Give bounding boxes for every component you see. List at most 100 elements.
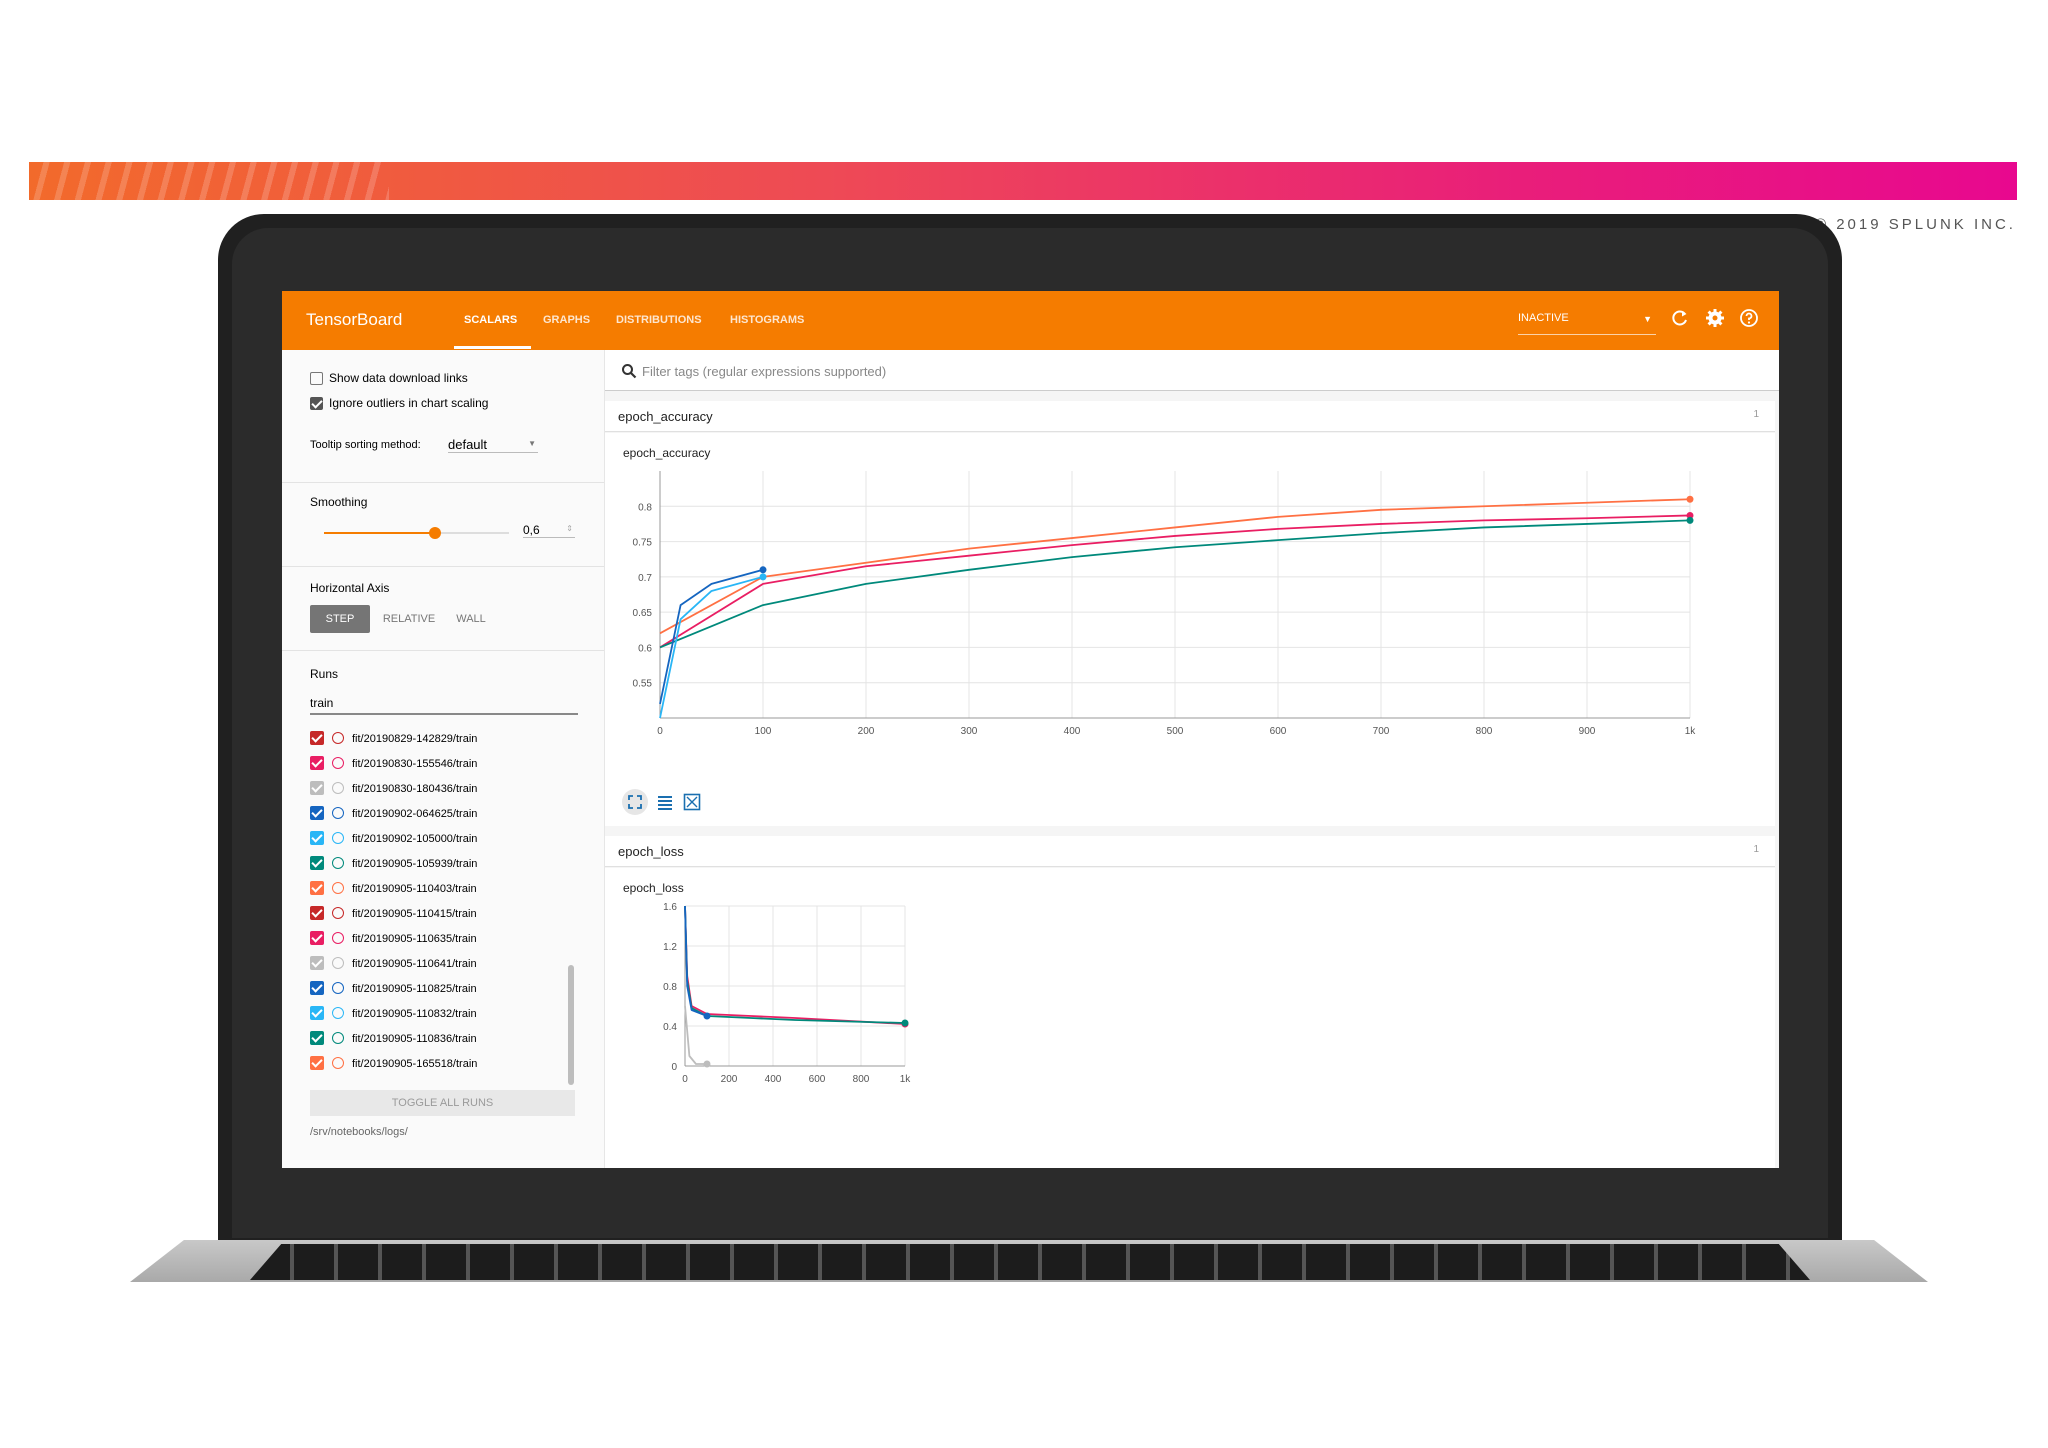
run-item[interactable]: fit/20190905-110825/train [310,981,477,1001]
run-checkbox[interactable] [310,756,324,770]
loss-card-header[interactable]: epoch_loss 1 [605,836,1775,867]
run-item[interactable]: fit/20190902-105000/train [310,831,477,851]
y-tick-label: 0.6 [638,643,652,654]
run-checkbox[interactable] [310,1031,324,1045]
smoothing-slider-handle[interactable] [429,527,441,539]
run-item[interactable]: fit/20190829-142829/train [310,731,477,751]
plugin-selector[interactable]: INACTIVE ▼ [1518,312,1656,335]
tab-histograms[interactable]: HISTOGRAMS [730,314,805,326]
run-label: fit/20190905-110832/train [352,1008,477,1020]
run-checkbox[interactable] [310,931,324,945]
show-download-links-option[interactable]: Show data download links [310,371,468,385]
run-color-circle-icon[interactable] [332,932,344,944]
tab-graphs[interactable]: GRAPHS [543,314,591,326]
run-color-circle-icon[interactable] [332,757,344,769]
chevron-down-icon: ▼ [528,439,536,448]
gear-icon[interactable] [1705,308,1725,328]
run-item[interactable]: fit/20190905-110836/train [310,1031,477,1051]
x-tick-label: 300 [961,726,978,737]
run-color-circle-icon[interactable] [332,807,344,819]
help-icon[interactable] [1739,308,1759,328]
accuracy-card-header[interactable]: epoch_accuracy 1 [605,401,1775,432]
tooltip-sorting-dropdown[interactable]: default ▼ [448,437,538,453]
run-checkbox[interactable] [310,831,324,845]
run-item[interactable]: fit/20190905-110641/train [310,956,477,976]
run-item[interactable]: fit/20190905-110415/train [310,906,477,926]
run-checkbox[interactable] [310,1056,324,1070]
run-color-circle-icon[interactable] [332,982,344,994]
run-item[interactable]: fit/20190830-180436/train [310,781,477,801]
toggle-log-scale-icon[interactable] [656,793,674,811]
run-color-circle-icon[interactable] [332,1032,344,1044]
x-tick-label: 500 [1167,726,1184,737]
run-checkbox[interactable] [310,856,324,870]
series-end-point [759,573,767,581]
run-color-circle-icon[interactable] [332,907,344,919]
run-item[interactable]: fit/20190902-064625/train [310,806,477,826]
y-tick-label: 0.65 [633,608,653,619]
smoothing-value-input[interactable]: 0,6 ⇕ [523,523,575,538]
fit-domain-button[interactable] [622,789,648,815]
fit-domain-icon [628,795,642,809]
run-checkbox[interactable] [310,906,324,920]
checkbox-unchecked[interactable] [310,372,323,385]
run-label: fit/20190905-110836/train [352,1033,477,1045]
series-end-point [703,1060,711,1068]
expand-chart-icon[interactable] [683,793,701,811]
smoothing-slider-fill [324,532,435,534]
checkbox-checked[interactable] [310,397,323,410]
tab-distributions[interactable]: DISTRIBUTIONS [616,314,702,326]
app-title: TensorBoard [306,310,403,329]
run-label: fit/20190905-165518/train [352,1058,478,1070]
run-color-circle-icon[interactable] [332,782,344,794]
run-item[interactable]: fit/20190905-105939/train [310,856,477,876]
y-tick-label: 1.6 [663,902,677,913]
run-item[interactable]: fit/20190905-110832/train [310,1006,477,1026]
run-checkbox[interactable] [310,881,324,895]
copyright-text: © 2019 SPLUNK INC. [1815,216,2016,233]
series-line [684,1005,707,1065]
runs-filter-input[interactable]: train [310,696,578,715]
run-checkbox[interactable] [310,781,324,795]
tooltip-sorting-label: Tooltip sorting method: [310,439,421,451]
run-color-circle-icon[interactable] [332,732,344,744]
y-tick-label: 0.75 [633,538,653,549]
search-icon [622,364,637,379]
run-item[interactable]: fit/20190830-155546/train [310,756,477,776]
axis-wall-button[interactable]: WALL [456,613,486,625]
smoothing-slider[interactable] [324,527,509,539]
tab-scalars[interactable]: SCALARS [464,314,518,326]
refresh-icon[interactable] [1670,308,1690,328]
axis-step-button[interactable]: STEP [310,605,370,633]
run-checkbox[interactable] [310,806,324,820]
run-item[interactable]: fit/20190905-110635/train [310,931,477,951]
loss-card-title: epoch_loss [618,844,684,859]
run-color-circle-icon[interactable] [332,1057,344,1069]
run-checkbox[interactable] [310,956,324,970]
accuracy-chart[interactable]: 0 100 200 300 400 500 600 700 800 900 1k 0.55 0.6 0.6… [605,463,1775,763]
run-checkbox[interactable] [310,731,324,745]
y-tick-label: 0.55 [633,679,653,690]
axis-relative-button[interactable]: RELATIVE [382,613,436,625]
run-color-circle-icon[interactable] [332,882,344,894]
runs-scrollbar[interactable] [568,965,574,1085]
x-tick-label: 100 [755,726,772,737]
x-tick-label: 400 [1064,726,1081,737]
run-checkbox[interactable] [310,1006,324,1020]
loss-chart[interactable]: 0 200 400 600 800 1k 0 0.4 0.8 1.2 1.6 [605,896,935,1096]
run-item[interactable]: fit/20190905-165518/train [310,1056,477,1076]
y-tick-label: 0.7 [638,573,652,584]
run-checkbox[interactable] [310,981,324,995]
x-tick-label: 200 [858,726,875,737]
smoothing-label: Smoothing [310,495,368,509]
ignore-outliers-option[interactable]: Ignore outliers in chart scaling [310,396,488,410]
run-item[interactable]: fit/20190905-110403/train [310,881,477,901]
toggle-all-runs-button[interactable]: TOGGLE ALL RUNS [310,1090,575,1116]
tag-filter-input[interactable]: Filter tags (regular expressions support… [605,350,1779,391]
run-color-circle-icon[interactable] [332,832,344,844]
run-color-circle-icon[interactable] [332,857,344,869]
stepper-icon[interactable]: ⇕ [566,524,573,533]
run-color-circle-icon[interactable] [332,957,344,969]
tooltip-sorting-value: default [448,437,488,452]
run-color-circle-icon[interactable] [332,1007,344,1019]
